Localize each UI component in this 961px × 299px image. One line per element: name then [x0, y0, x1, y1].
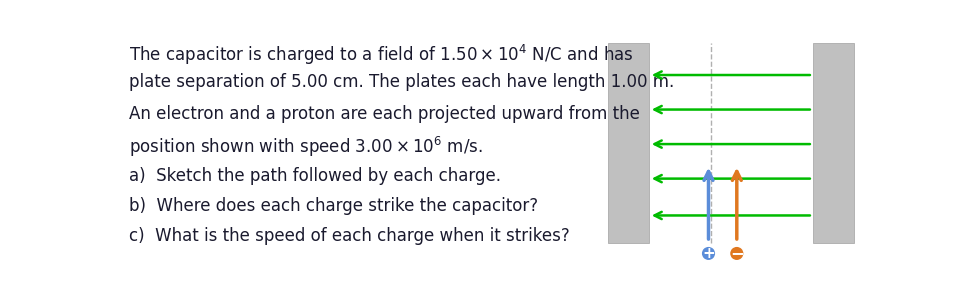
Bar: [813, 43, 853, 243]
Text: b)  Where does each charge strike the capacitor?: b) Where does each charge strike the cap…: [129, 197, 538, 215]
Text: c)  What is the speed of each charge when it strikes?: c) What is the speed of each charge when…: [129, 227, 570, 245]
Text: plate separation of 5.00 cm. The plates each have length 1.00 m.: plate separation of 5.00 cm. The plates …: [129, 73, 675, 91]
Text: +: +: [702, 246, 715, 261]
Bar: [608, 43, 649, 243]
Text: An electron and a proton are each projected upward from the: An electron and a proton are each projec…: [129, 105, 640, 123]
Text: position shown with speed $3.00 \times 10^6$ m/s.: position shown with speed $3.00 \times 1…: [129, 135, 483, 159]
Text: a)  Sketch the path followed by each charge.: a) Sketch the path followed by each char…: [129, 167, 501, 185]
Text: −: −: [729, 245, 744, 263]
Ellipse shape: [729, 246, 744, 261]
Ellipse shape: [702, 246, 716, 261]
Text: The capacitor is charged to a field of $1.50 \times 10^4$ N/C and has: The capacitor is charged to a field of $…: [129, 43, 633, 67]
